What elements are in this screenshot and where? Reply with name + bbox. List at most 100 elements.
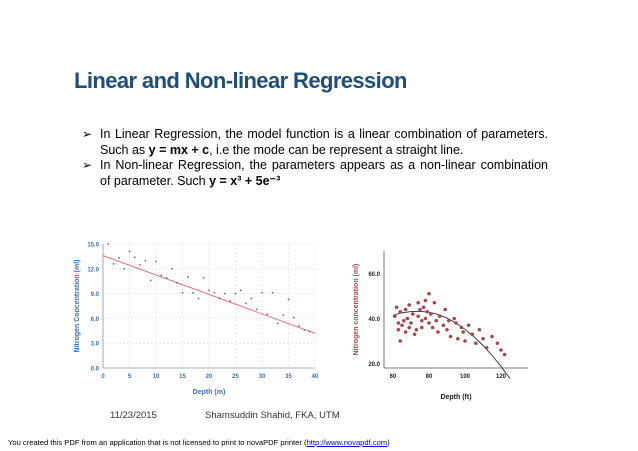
bullet-list: ➢ In Linear Regression, the model functi…: [82, 127, 548, 189]
data-point: [266, 313, 269, 316]
data-point: [239, 289, 242, 292]
data-point: [421, 305, 426, 310]
data-point: [245, 302, 248, 305]
y-tick-label: 60.0: [368, 272, 380, 278]
data-point: [407, 303, 411, 307]
y-tick-label: 12.0: [87, 267, 99, 273]
data-point: [202, 276, 205, 279]
data-point: [197, 297, 200, 300]
data-point: [123, 267, 126, 270]
x-tick-label: 15: [179, 374, 186, 380]
y-tick-label: 40.0: [368, 317, 380, 323]
equation: y = x³ + 5e⁻³: [209, 173, 281, 188]
data-point: [403, 330, 408, 334]
x-tick-label: 10: [153, 374, 160, 380]
x-tick-label: 80: [426, 374, 433, 380]
x-tick-label: 120: [496, 374, 507, 380]
data-point: [118, 257, 120, 259]
bullet-text: In Linear Regression, the model function…: [100, 127, 548, 157]
data-point: [400, 323, 404, 328]
y-tick-label: 20.0: [368, 362, 380, 368]
regression-line: [392, 310, 511, 379]
data-point: [436, 330, 440, 334]
data-point: [454, 321, 458, 325]
data-point: [409, 321, 413, 325]
data-point: [411, 312, 415, 316]
data-point: [128, 250, 131, 253]
data-point: [452, 316, 456, 321]
data-point: [407, 325, 411, 330]
bullet-linear: ➢ In Linear Regression, the model functi…: [82, 127, 548, 158]
footer-date: 11/23/2015: [110, 410, 157, 421]
data-point: [414, 327, 419, 332]
data-point: [192, 291, 194, 294]
data-point: [466, 323, 471, 328]
data-point: [423, 298, 428, 303]
x-tick-label: 30: [259, 374, 266, 380]
data-point: [443, 307, 447, 312]
data-point: [470, 332, 474, 337]
x-tick-label: 100: [460, 374, 471, 380]
data-point: [208, 289, 210, 292]
data-point: [441, 323, 446, 328]
x-tick-label: 5: [128, 374, 132, 380]
data-point: [213, 291, 216, 294]
data-point: [144, 259, 147, 262]
data-point: [430, 325, 435, 330]
data-point: [448, 334, 453, 339]
data-point: [234, 292, 237, 295]
data-point: [474, 341, 478, 346]
bullet-nonlinear: ➢ In Non-linear Regression, the paramete…: [82, 158, 548, 189]
data-point: [423, 316, 428, 321]
bullet-text: , i.e the mode can be represent a straig…: [209, 142, 464, 157]
data-point: [445, 327, 449, 332]
data-point: [112, 262, 115, 265]
data-point: [456, 336, 460, 341]
data-point: [459, 325, 464, 330]
novapdf-link[interactable]: http://www.novapdf.com: [306, 438, 388, 447]
data-point: [396, 327, 401, 332]
x-tick-label: 25: [232, 374, 239, 380]
data-point: [287, 298, 290, 301]
data-point: [160, 274, 163, 277]
data-point: [224, 292, 226, 295]
x-tick-label: 35: [285, 374, 292, 380]
data-point: [447, 318, 451, 323]
notice-text: ): [387, 438, 390, 447]
data-point: [277, 322, 279, 325]
data-point: [229, 300, 232, 302]
x-tick-label: 0: [101, 374, 105, 380]
equation: y = mx + c: [148, 142, 210, 157]
y-tick-label: 9.0: [91, 292, 100, 298]
data-point: [490, 334, 494, 339]
data-point: [502, 352, 507, 357]
data-point: [394, 305, 399, 310]
data-point: [255, 308, 258, 311]
data-point: [416, 314, 420, 319]
data-point: [403, 307, 408, 312]
data-point: [398, 339, 402, 343]
data-point: [499, 348, 503, 352]
data-point: [133, 256, 136, 259]
nonlinear-regression-chart: 20.0 40.0 60.0 60 80 100 120 Depth (ft) Nitrogen…: [353, 251, 528, 401]
data-point: [176, 281, 179, 284]
data-point: [165, 276, 168, 279]
bullet-text: In Non-linear Regression, the parameters…: [100, 158, 548, 188]
regression-line: [102, 255, 316, 334]
data-point: [186, 276, 189, 278]
arrow-bullet-icon: ➢: [82, 127, 93, 141]
y-tick-label: 3.0: [91, 342, 100, 348]
data-point: [261, 291, 263, 294]
data-point: [412, 332, 417, 337]
data-point: [181, 291, 184, 294]
data-point: [495, 341, 500, 346]
data-point: [420, 325, 424, 330]
x-axis-label: Depth (ft): [440, 394, 471, 401]
x-tick-label: 60: [390, 374, 397, 380]
arrow-bullet-icon: ➢: [82, 158, 93, 172]
linear-regression-chart: 0.0 3.0 6.0 9.0 12.0 15.0 0 5 10 15 20 25 30 35 40 Dept…: [74, 243, 319, 397]
data-point: [438, 314, 442, 319]
data-point: [477, 327, 482, 332]
data-point: [420, 318, 424, 323]
data-point: [308, 330, 311, 333]
